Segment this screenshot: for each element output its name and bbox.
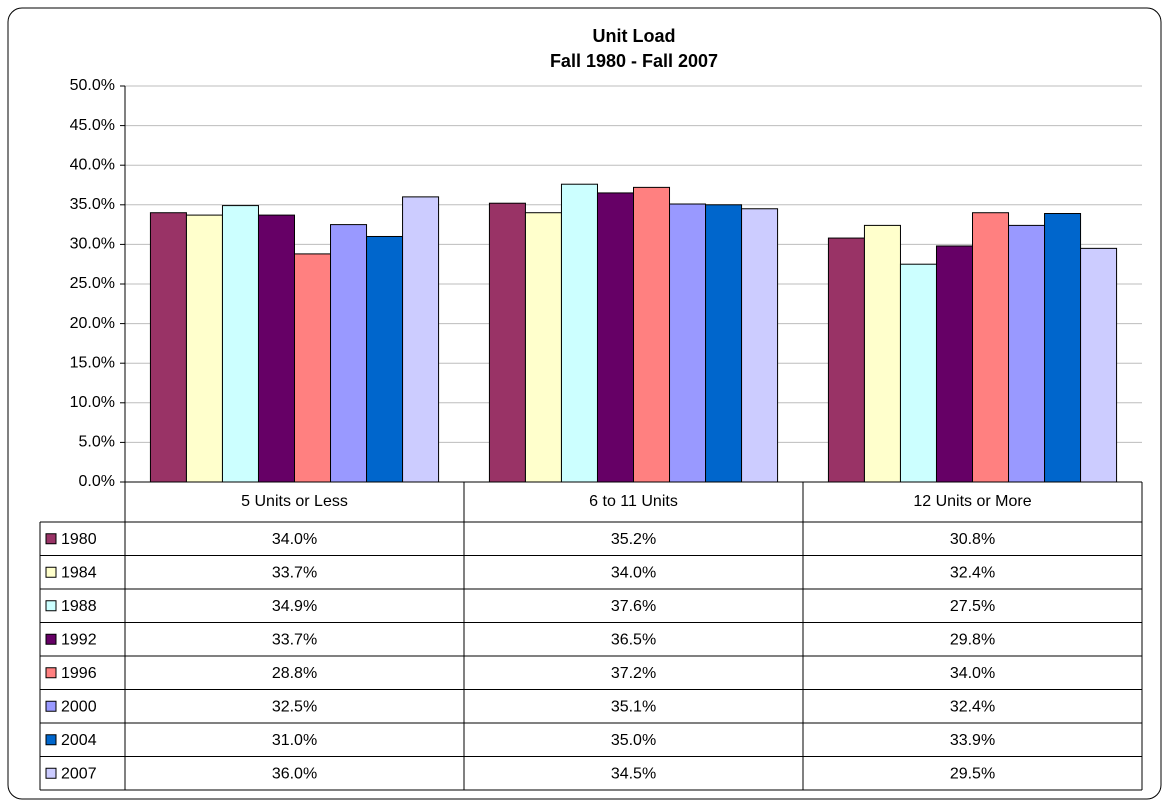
y-tick-label: 35.0%: [70, 196, 115, 213]
data-label: 35.0%: [611, 732, 656, 749]
bar: [149, 212, 187, 483]
data-label: 37.6%: [611, 598, 656, 615]
legend-swatch: [45, 633, 57, 645]
data-label: 31.0%: [272, 732, 317, 749]
bar: [402, 196, 440, 483]
legend-swatch: [45, 667, 57, 679]
bar: [366, 235, 404, 483]
bar: [827, 237, 865, 483]
legend-label: 2000: [61, 698, 97, 715]
legend-label: 2004: [61, 732, 97, 749]
legend-swatch: [45, 700, 57, 712]
legend-label: 1988: [61, 598, 97, 615]
category-label: 6 to 11 Units: [589, 493, 678, 510]
category-label: 12 Units or More: [913, 493, 1031, 510]
y-tick-label: 0.0%: [79, 473, 115, 490]
bar: [669, 203, 707, 483]
y-tick-label: 50.0%: [70, 77, 115, 94]
bar: [633, 186, 671, 483]
bar: [185, 214, 223, 483]
bar: [257, 214, 296, 483]
data-label: 32.5%: [272, 698, 317, 715]
data-label: 36.5%: [611, 631, 656, 648]
bar: [705, 204, 743, 483]
bar: [596, 192, 635, 483]
y-tick-label: 45.0%: [70, 117, 115, 134]
data-label: 34.0%: [950, 665, 995, 682]
data-label: 33.7%: [272, 564, 317, 581]
y-tick-label: 25.0%: [70, 275, 115, 292]
data-label: 33.9%: [950, 732, 995, 749]
data-label: 30.8%: [950, 531, 995, 548]
bar: [972, 212, 1010, 483]
category-label: 5 Units or Less: [241, 493, 348, 510]
bar: [1080, 247, 1118, 483]
legend-label: 1996: [61, 665, 97, 682]
data-label: 29.8%: [950, 631, 995, 648]
bar: [330, 224, 368, 483]
bar: [1008, 224, 1046, 483]
bar: [935, 245, 974, 483]
data-label: 34.0%: [272, 531, 317, 548]
y-tick-label: 15.0%: [70, 354, 115, 371]
legend-swatch: [45, 734, 57, 746]
data-label: 34.0%: [611, 564, 656, 581]
data-label: 36.0%: [272, 765, 317, 782]
y-tick-label: 40.0%: [70, 156, 115, 173]
y-tick-label: 5.0%: [79, 434, 115, 451]
data-label: 33.7%: [272, 631, 317, 648]
bar: [221, 205, 259, 483]
bar: [524, 212, 562, 483]
data-label: 29.5%: [950, 765, 995, 782]
bar: [899, 263, 937, 483]
y-tick-label: 20.0%: [70, 315, 115, 332]
bar: [1044, 213, 1082, 483]
data-label: 35.2%: [611, 531, 656, 548]
bar: [863, 224, 901, 483]
legend-label: 1984: [61, 564, 97, 581]
legend-label: 2007: [61, 765, 97, 782]
legend-swatch: [45, 533, 57, 545]
data-label: 27.5%: [950, 598, 995, 615]
legend-swatch: [45, 767, 57, 779]
chart-subtitle: Fall 1980 - Fall 2007: [550, 51, 718, 71]
bar: [741, 208, 779, 483]
legend-label: 1992: [61, 631, 97, 648]
y-tick-label: 30.0%: [70, 236, 115, 253]
legend-swatch: [45, 600, 57, 612]
bar: [488, 202, 526, 483]
bar: [560, 183, 598, 483]
chart-title: Unit Load: [593, 26, 676, 46]
legend-label: 1980: [61, 531, 97, 548]
data-label: 34.5%: [611, 765, 656, 782]
data-label: 32.4%: [950, 698, 995, 715]
data-label: 35.1%: [611, 698, 656, 715]
data-label: 28.8%: [272, 665, 317, 682]
data-label: 32.4%: [950, 564, 995, 581]
legend-swatch: [45, 566, 57, 578]
bar: [294, 253, 332, 483]
data-label: 37.2%: [611, 665, 656, 682]
y-tick-label: 10.0%: [70, 394, 115, 411]
data-label: 34.9%: [272, 598, 317, 615]
